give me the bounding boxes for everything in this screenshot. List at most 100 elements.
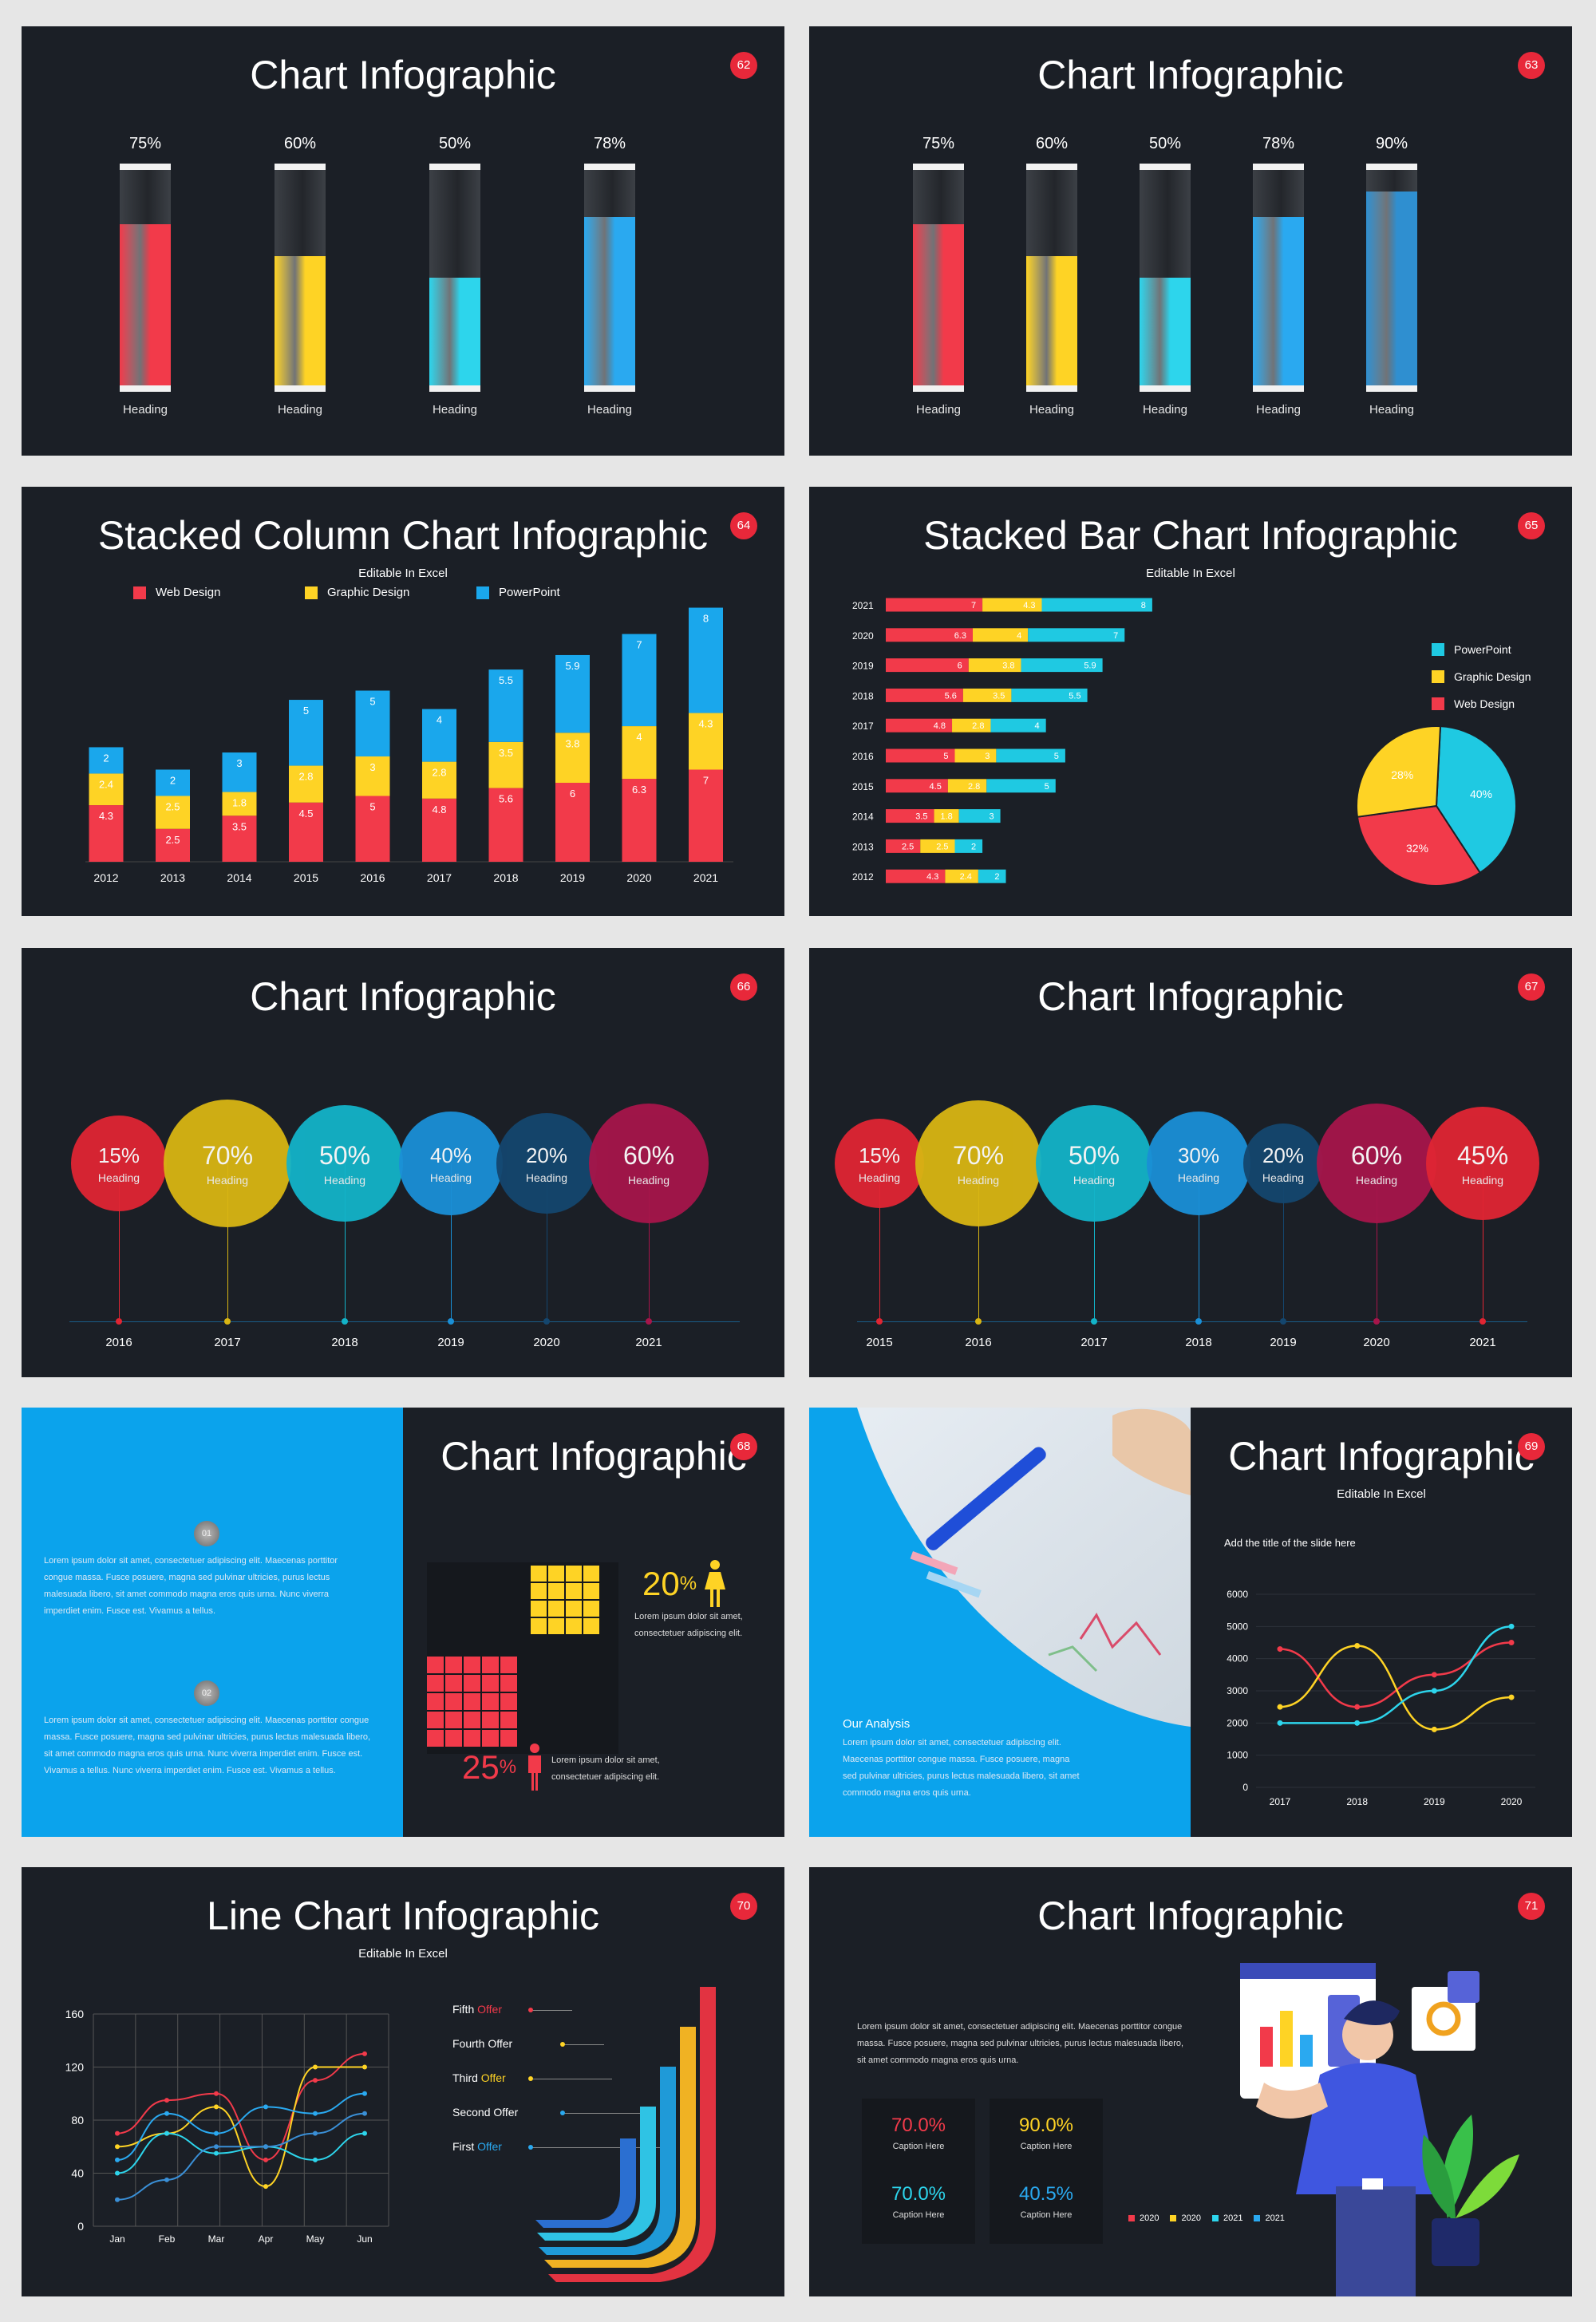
slide-68[interactable]: 01 Lorem ipsum dolor sit amet, consectet… xyxy=(22,1408,784,1837)
leader-dot xyxy=(528,2008,533,2012)
slide-63[interactable]: Chart Infographic 63 75% Heading 60% Headin… xyxy=(809,26,1572,456)
bubble-label: Heading xyxy=(429,1171,472,1184)
legend-label: 2021 xyxy=(1265,2213,1285,2223)
bubble-value: 70% xyxy=(201,1140,254,1170)
bar-segment xyxy=(996,748,1065,763)
bubble: 15% Heading xyxy=(71,1116,167,1211)
bar-segment xyxy=(886,748,955,763)
data-label: 4 xyxy=(437,714,442,726)
slide-69[interactable]: Our Analysis Lorem ipsum dolor sit amet,… xyxy=(809,1408,1572,1837)
bar-segment xyxy=(958,809,1001,823)
grid-cell xyxy=(464,1712,480,1728)
timeline-dot xyxy=(224,1318,231,1325)
percent-label: 50% xyxy=(438,135,472,152)
tick-label: 2013 xyxy=(852,841,874,852)
slide-62[interactable]: Chart Infographic 62 75% Heading 60% Headin… xyxy=(22,26,784,456)
grid-cell xyxy=(531,1566,547,1582)
percent-label: 75% xyxy=(922,135,955,152)
legend-web-design: Web Design xyxy=(1432,697,1515,710)
bubble-label: Heading xyxy=(525,1171,568,1184)
data-point xyxy=(1508,1640,1515,1645)
column-segment xyxy=(355,690,390,756)
data-label: 5 xyxy=(1045,782,1049,792)
tick-label: Apr xyxy=(259,2233,274,2245)
bar-segment xyxy=(886,809,934,823)
slide-65[interactable]: Stacked Bar Chart Infographic Editable I… xyxy=(809,487,1572,916)
slide-64[interactable]: Stacked Column Chart Infographic Editabl… xyxy=(22,487,784,916)
tick-label: 2016 xyxy=(360,871,385,884)
bar-segment xyxy=(886,718,953,733)
legend-powerpoint: PowerPoint xyxy=(1432,643,1511,656)
leader-dot xyxy=(560,2111,565,2115)
tick-label: 120 xyxy=(65,2061,85,2074)
slide-71[interactable]: Chart Infographic 71 Lorem ipsum dolor s… xyxy=(809,1867,1572,2296)
data-label: 3 xyxy=(369,761,375,773)
tick-label: 2014 xyxy=(852,812,874,823)
data-label: 3 xyxy=(236,757,242,769)
year-label: 2019 xyxy=(1270,1336,1297,1349)
data-point xyxy=(263,2104,268,2110)
data-label: 5.6 xyxy=(499,793,513,805)
bar-segment xyxy=(886,869,946,883)
tube xyxy=(584,164,635,392)
percent-label: 50% xyxy=(1148,135,1182,152)
legend-item: 2020 xyxy=(1170,2213,1201,2223)
step-badge: 01 xyxy=(194,1521,219,1546)
data-point xyxy=(115,2130,120,2136)
data-label: 5.9 xyxy=(1084,661,1096,671)
data-label: 4 xyxy=(1035,721,1040,731)
bar-segment xyxy=(886,779,948,793)
grid-cell xyxy=(566,1618,582,1634)
slide-number-badge: 62 xyxy=(730,52,757,79)
bubble-label: Heading xyxy=(1262,1171,1305,1184)
stat-value: 90.0% xyxy=(1018,2115,1074,2136)
grid-cell xyxy=(482,1730,499,1747)
tick-label: 2021 xyxy=(852,600,874,611)
data-point xyxy=(115,2170,120,2176)
slide-number-badge: 71 xyxy=(1518,1893,1545,1920)
grid-cell xyxy=(445,1730,462,1747)
legend-label: 2020 xyxy=(1140,2213,1159,2223)
legend-swatch xyxy=(1432,643,1444,656)
ribbon-graphic xyxy=(535,1987,716,2282)
data-point xyxy=(214,2104,219,2110)
legend: 2020 2020 2021 2021 xyxy=(1128,2213,1285,2223)
slide-title: Stacked Bar Chart Infographic xyxy=(923,513,1458,558)
data-label: 6 xyxy=(570,788,575,800)
data-point xyxy=(1354,1704,1361,1710)
data-point xyxy=(164,2130,169,2136)
stat-caption: Caption Here xyxy=(1020,2142,1073,2151)
bubble-label: Heading xyxy=(1461,1173,1504,1187)
column-segment xyxy=(222,815,257,862)
stat-card: 70.0% Caption Here xyxy=(862,2167,975,2244)
legend-item: 2020 xyxy=(1128,2213,1159,2223)
slide-67[interactable]: Chart Infographic 67 15% Heading 2015 70% He… xyxy=(809,948,1572,1377)
year-label: 2016 xyxy=(105,1336,132,1349)
tick-label: 3000 xyxy=(1227,1685,1248,1696)
slide-66[interactable]: Chart Infographic 66 15% Heading 2016 70% He… xyxy=(22,948,784,1377)
slide-title: Chart Infographic xyxy=(250,974,556,1019)
column-segment xyxy=(622,634,657,727)
grid-cell xyxy=(482,1675,499,1692)
data-point xyxy=(362,2130,367,2136)
column-segment xyxy=(622,726,657,780)
slide-70[interactable]: Line Chart Infographic Editable In Excel… xyxy=(22,1867,784,2296)
bar-label: Heading xyxy=(278,403,322,417)
timeline-stem xyxy=(1094,1163,1095,1321)
data-point xyxy=(214,2091,219,2096)
bubble-label: Heading xyxy=(858,1171,901,1184)
column-segment xyxy=(289,802,323,862)
grid-cell xyxy=(566,1601,582,1617)
bar-segment xyxy=(886,598,983,612)
data-label: 2 xyxy=(971,842,976,851)
timeline-dot xyxy=(876,1318,883,1325)
timeline-dot xyxy=(1280,1318,1286,1325)
tube xyxy=(120,164,171,392)
year-label: 2018 xyxy=(331,1336,358,1349)
male-icon xyxy=(528,1743,542,1791)
bubble-label: Heading xyxy=(323,1173,366,1187)
offer-text: Third xyxy=(452,2071,481,2084)
tick-label: 2014 xyxy=(227,871,251,884)
grid-cell xyxy=(445,1693,462,1710)
data-label: 2 xyxy=(103,752,109,764)
